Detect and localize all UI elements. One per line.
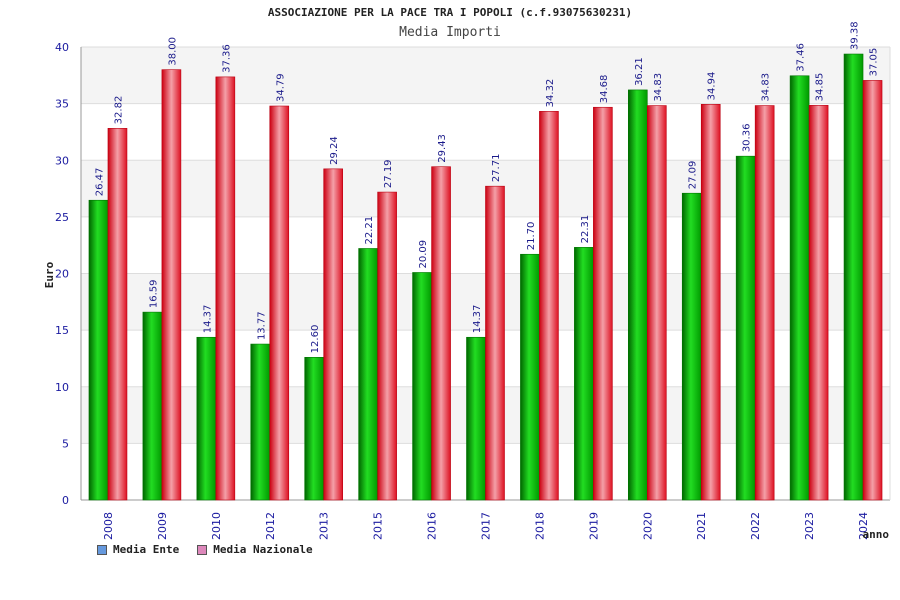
bar-media-nazionale-2021 <box>700 104 721 501</box>
data-label: 27.09 <box>688 161 699 190</box>
bar-media-ente-2012 <box>250 343 271 501</box>
x-tick-label: 2013 <box>318 512 331 540</box>
legend: Media Ente Media Nazionale <box>97 543 313 556</box>
x-tick-label: 2008 <box>102 512 115 540</box>
data-label: 30.36 <box>742 124 753 153</box>
data-label: 37.36 <box>221 44 232 73</box>
legend-item-media-nazionale: Media Nazionale <box>197 543 313 556</box>
bar-media-ente-2017 <box>466 336 486 501</box>
bar-media-nazionale-2017 <box>485 185 505 501</box>
data-label: 34.68 <box>599 75 610 104</box>
bar-media-nazionale-2015 <box>377 191 397 501</box>
legend-label: Media Ente <box>113 543 180 556</box>
y-tick-label: 5 <box>62 437 69 450</box>
bar-media-nazionale-2010 <box>215 76 236 501</box>
bar-media-ente-2010 <box>196 336 217 501</box>
x-tick-label: 2009 <box>156 512 169 540</box>
data-label: 34.32 <box>545 79 556 108</box>
data-label: 27.19 <box>383 159 394 188</box>
x-axis-label: anno <box>863 528 890 541</box>
data-label: 16.59 <box>148 279 159 308</box>
y-tick-label: 30 <box>55 154 69 167</box>
bar-media-ente-2020 <box>627 89 648 501</box>
data-label: 29.43 <box>437 134 448 163</box>
bar-media-ente-2015 <box>358 248 378 501</box>
y-axis-label: Euro <box>43 261 56 288</box>
x-tick-label: 2022 <box>749 512 762 540</box>
x-tick-label: 2024 <box>857 512 870 540</box>
data-label: 34.94 <box>707 72 718 101</box>
x-tick-label: 2012 <box>264 512 277 540</box>
data-label: 34.83 <box>761 73 772 102</box>
data-label: 27.71 <box>491 154 502 183</box>
y-tick-label: 35 <box>55 98 69 111</box>
data-label: 37.46 <box>796 43 807 72</box>
bar-media-nazionale-2023 <box>808 105 829 501</box>
bar-media-ente-2016 <box>412 272 432 501</box>
bar-media-ente-2008 <box>88 199 109 501</box>
legend-item-media-ente: Media Ente <box>97 543 179 556</box>
data-label: 38.00 <box>167 37 178 66</box>
bar-media-ente-2009 <box>142 311 163 501</box>
legend-swatch <box>97 544 107 555</box>
chart-title: ASSOCIAZIONE PER LA PACE TRA I POPOLI (c… <box>267 6 633 19</box>
x-tick-label: 2020 <box>641 512 654 540</box>
bar-media-nazionale-2019 <box>593 106 613 501</box>
data-label: 22.31 <box>580 215 591 244</box>
bar-media-nazionale-2012 <box>269 105 290 501</box>
bar-media-ente-2022 <box>735 155 756 501</box>
data-label: 14.37 <box>472 305 483 334</box>
y-tick-label: 15 <box>55 324 69 337</box>
data-label: 34.79 <box>275 73 286 102</box>
legend-swatch <box>197 544 208 555</box>
x-tick-label: 2021 <box>695 512 708 540</box>
x-tick-label: 2018 <box>533 512 546 540</box>
bar-media-nazionale-2016 <box>431 166 451 501</box>
bar-media-ente-2023 <box>789 75 810 501</box>
data-label: 22.21 <box>364 216 375 245</box>
data-label: 26.47 <box>94 168 105 197</box>
data-label: 13.77 <box>256 311 267 340</box>
data-label: 14.37 <box>202 305 213 334</box>
bar-media-nazionale-2018 <box>539 111 559 501</box>
data-label: 34.85 <box>815 73 826 102</box>
y-tick-label: 0 <box>62 494 69 507</box>
bar-media-nazionale-2022 <box>754 105 775 501</box>
data-label: 20.09 <box>418 240 429 269</box>
x-tick-label: 2023 <box>803 512 816 540</box>
bar-media-ente-2024 <box>843 53 864 501</box>
bar-media-ente-2021 <box>681 192 702 501</box>
y-tick-label: 40 <box>55 41 69 54</box>
x-tick-label: 2015 <box>372 512 385 540</box>
y-tick-label: 20 <box>55 268 69 281</box>
data-label: 21.70 <box>526 222 537 251</box>
x-tick-label: 2017 <box>480 512 493 540</box>
bar-media-nazionale-2009 <box>161 69 182 501</box>
bar-media-nazionale-2020 <box>646 105 667 501</box>
bar-media-ente-2019 <box>574 247 594 501</box>
data-label: 36.21 <box>634 57 645 86</box>
bar-media-ente-2013 <box>304 357 325 501</box>
x-tick-label: 2010 <box>210 512 223 540</box>
data-label: 37.05 <box>869 48 880 77</box>
x-tick-label: 2016 <box>426 512 439 540</box>
bar-media-nazionale-2013 <box>323 168 344 501</box>
chart-subtitle: Media Importi <box>399 25 501 40</box>
y-tick-label: 25 <box>55 211 69 224</box>
data-label: 32.82 <box>113 96 124 125</box>
data-label: 34.83 <box>653 73 664 102</box>
y-tick-label: 10 <box>55 381 69 394</box>
data-label: 12.60 <box>310 325 321 354</box>
bar-media-nazionale-2024 <box>862 80 883 501</box>
data-label: 39.38 <box>850 21 861 50</box>
x-tick-label: 2019 <box>587 512 600 540</box>
bar-media-ente-2018 <box>520 253 540 501</box>
data-label: 29.24 <box>329 136 340 165</box>
bar-media-nazionale-2008 <box>107 128 128 501</box>
legend-label: Media Nazionale <box>213 543 313 556</box>
